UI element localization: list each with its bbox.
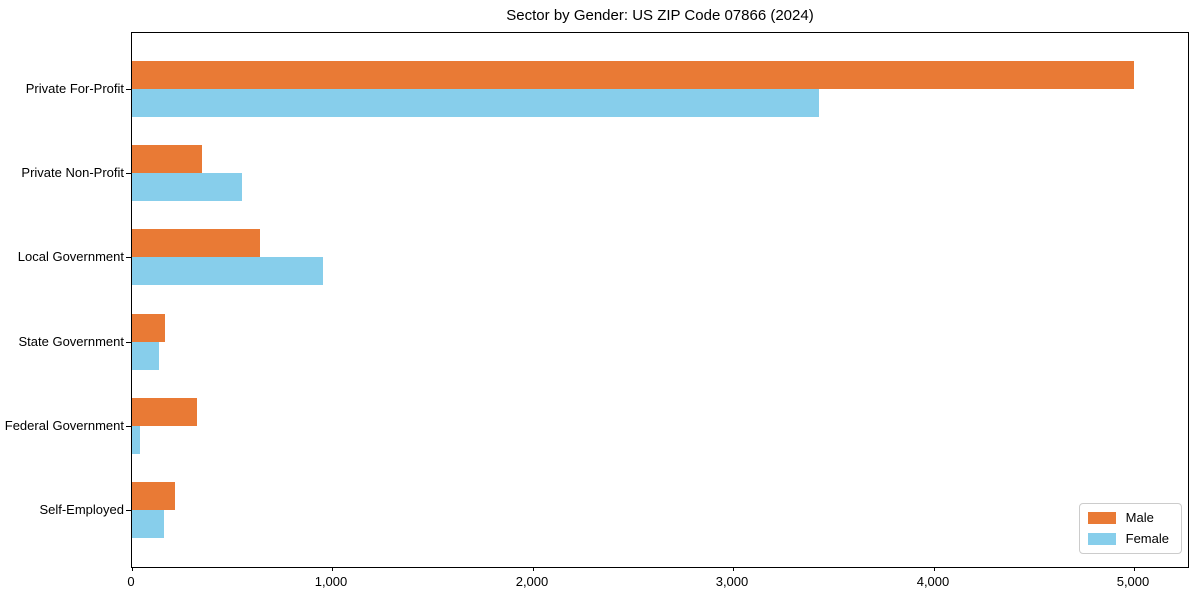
- female-bar: [132, 341, 159, 370]
- female-bar: [132, 257, 323, 286]
- category-label: State Government: [18, 333, 125, 349]
- y-tick-mark: [126, 89, 131, 90]
- x-tick-mark: [1134, 567, 1135, 571]
- x-tick-label: 2,000: [515, 574, 549, 589]
- x-tick-label: 3,000: [715, 574, 749, 589]
- x-tick-mark: [533, 567, 534, 571]
- female-bar: [132, 425, 140, 454]
- y-tick-mark: [126, 510, 131, 511]
- x-tick-mark: [934, 567, 935, 571]
- y-tick-mark: [126, 425, 131, 427]
- x-tick-mark: [132, 567, 133, 571]
- plot-area: Male Female: [126, 32, 1189, 571]
- male-bar: [132, 313, 165, 342]
- male-bar: [132, 482, 175, 510]
- x-tick-label: 4,000: [916, 574, 950, 589]
- female-bar: [132, 173, 242, 202]
- x-tick-label: 1,000: [314, 574, 348, 589]
- male-bar: [132, 397, 197, 426]
- chart-title: Sector by Gender: US ZIP Code 07866 (202…: [506, 7, 814, 24]
- y-tick-mark: [126, 257, 131, 259]
- x-tick-mark: [733, 567, 734, 571]
- male-bar: [132, 61, 1134, 89]
- y-tick-mark: [126, 341, 131, 343]
- x-tick-mark: [332, 567, 333, 571]
- male-bar: [132, 229, 260, 258]
- category-label: Federal Government: [4, 417, 124, 433]
- legend: Male Female: [1078, 503, 1182, 554]
- female-bar: [132, 89, 819, 117]
- x-tick-label: 5,000: [1116, 574, 1150, 589]
- female-legend-label: Female: [1125, 531, 1169, 546]
- male-legend-label: Male: [1125, 510, 1154, 525]
- male-bar: [132, 145, 202, 174]
- female-bar: [132, 510, 164, 538]
- category-label: Self-Employed: [39, 502, 124, 517]
- legend-row-female: Female: [1087, 531, 1169, 546]
- y-tick-mark: [126, 173, 131, 175]
- category-label: Local Government: [17, 249, 124, 265]
- legend-row-male: Male: [1087, 510, 1169, 525]
- category-label: Private Non-Profit: [21, 165, 124, 181]
- female-legend-swatch: [1087, 533, 1116, 545]
- male-legend-swatch: [1087, 512, 1116, 524]
- x-tick-label: 0: [127, 574, 135, 589]
- category-label: Private For-Profit: [25, 81, 124, 96]
